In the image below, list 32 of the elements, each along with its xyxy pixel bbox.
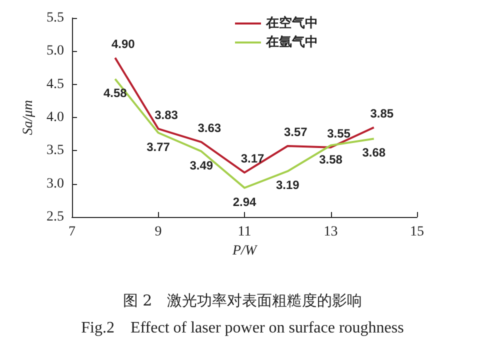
y-tick-label: 4.5 [46,76,64,92]
x-tick-label: 7 [68,224,76,240]
x-tick-label: 11 [238,224,252,240]
data-label: 3.63 [198,121,222,136]
data-label: 3.55 [327,126,351,140]
data-label: 3.85 [370,106,394,120]
data-label: 3.19 [276,178,300,192]
x-tick-label: 13 [324,224,338,240]
y-tick-label: 4.0 [46,110,64,125]
data-label: 3.49 [190,158,214,172]
data-label: 3.17 [240,152,264,166]
x-axis-title: P/W [231,243,258,258]
legend-label: 在氩气中 [265,35,318,50]
data-label: 2.94 [232,194,256,209]
text: Fig.2 Effect of laser power on surface roughness [81,320,404,336]
data-label: 3.57 [284,125,308,140]
x-tick-label: 9 [154,224,162,240]
y-tick-label: 2.5 [46,210,64,224]
y-tick-label: 5.0 [46,44,64,59]
data-label: 3.83 [154,108,178,122]
data-label: 4.58 [103,86,128,100]
y-tick-label: 3.5 [46,143,64,158]
data-label: 4.90 [111,36,136,51]
y-axis-title: Sa/μm [21,100,36,136]
y-tick-label: 3.0 [46,176,64,192]
legend-label: 在空气中 [265,15,318,31]
text: 图 2 激光功率对表面粗糙度的影响 [122,292,362,310]
data-label: 3.58 [319,152,343,166]
x-tick-label: 15 [410,224,424,240]
y-tick-label: 5.5 [46,10,64,26]
data-label: 3.77 [146,140,170,154]
data-label: 3.68 [362,146,386,160]
